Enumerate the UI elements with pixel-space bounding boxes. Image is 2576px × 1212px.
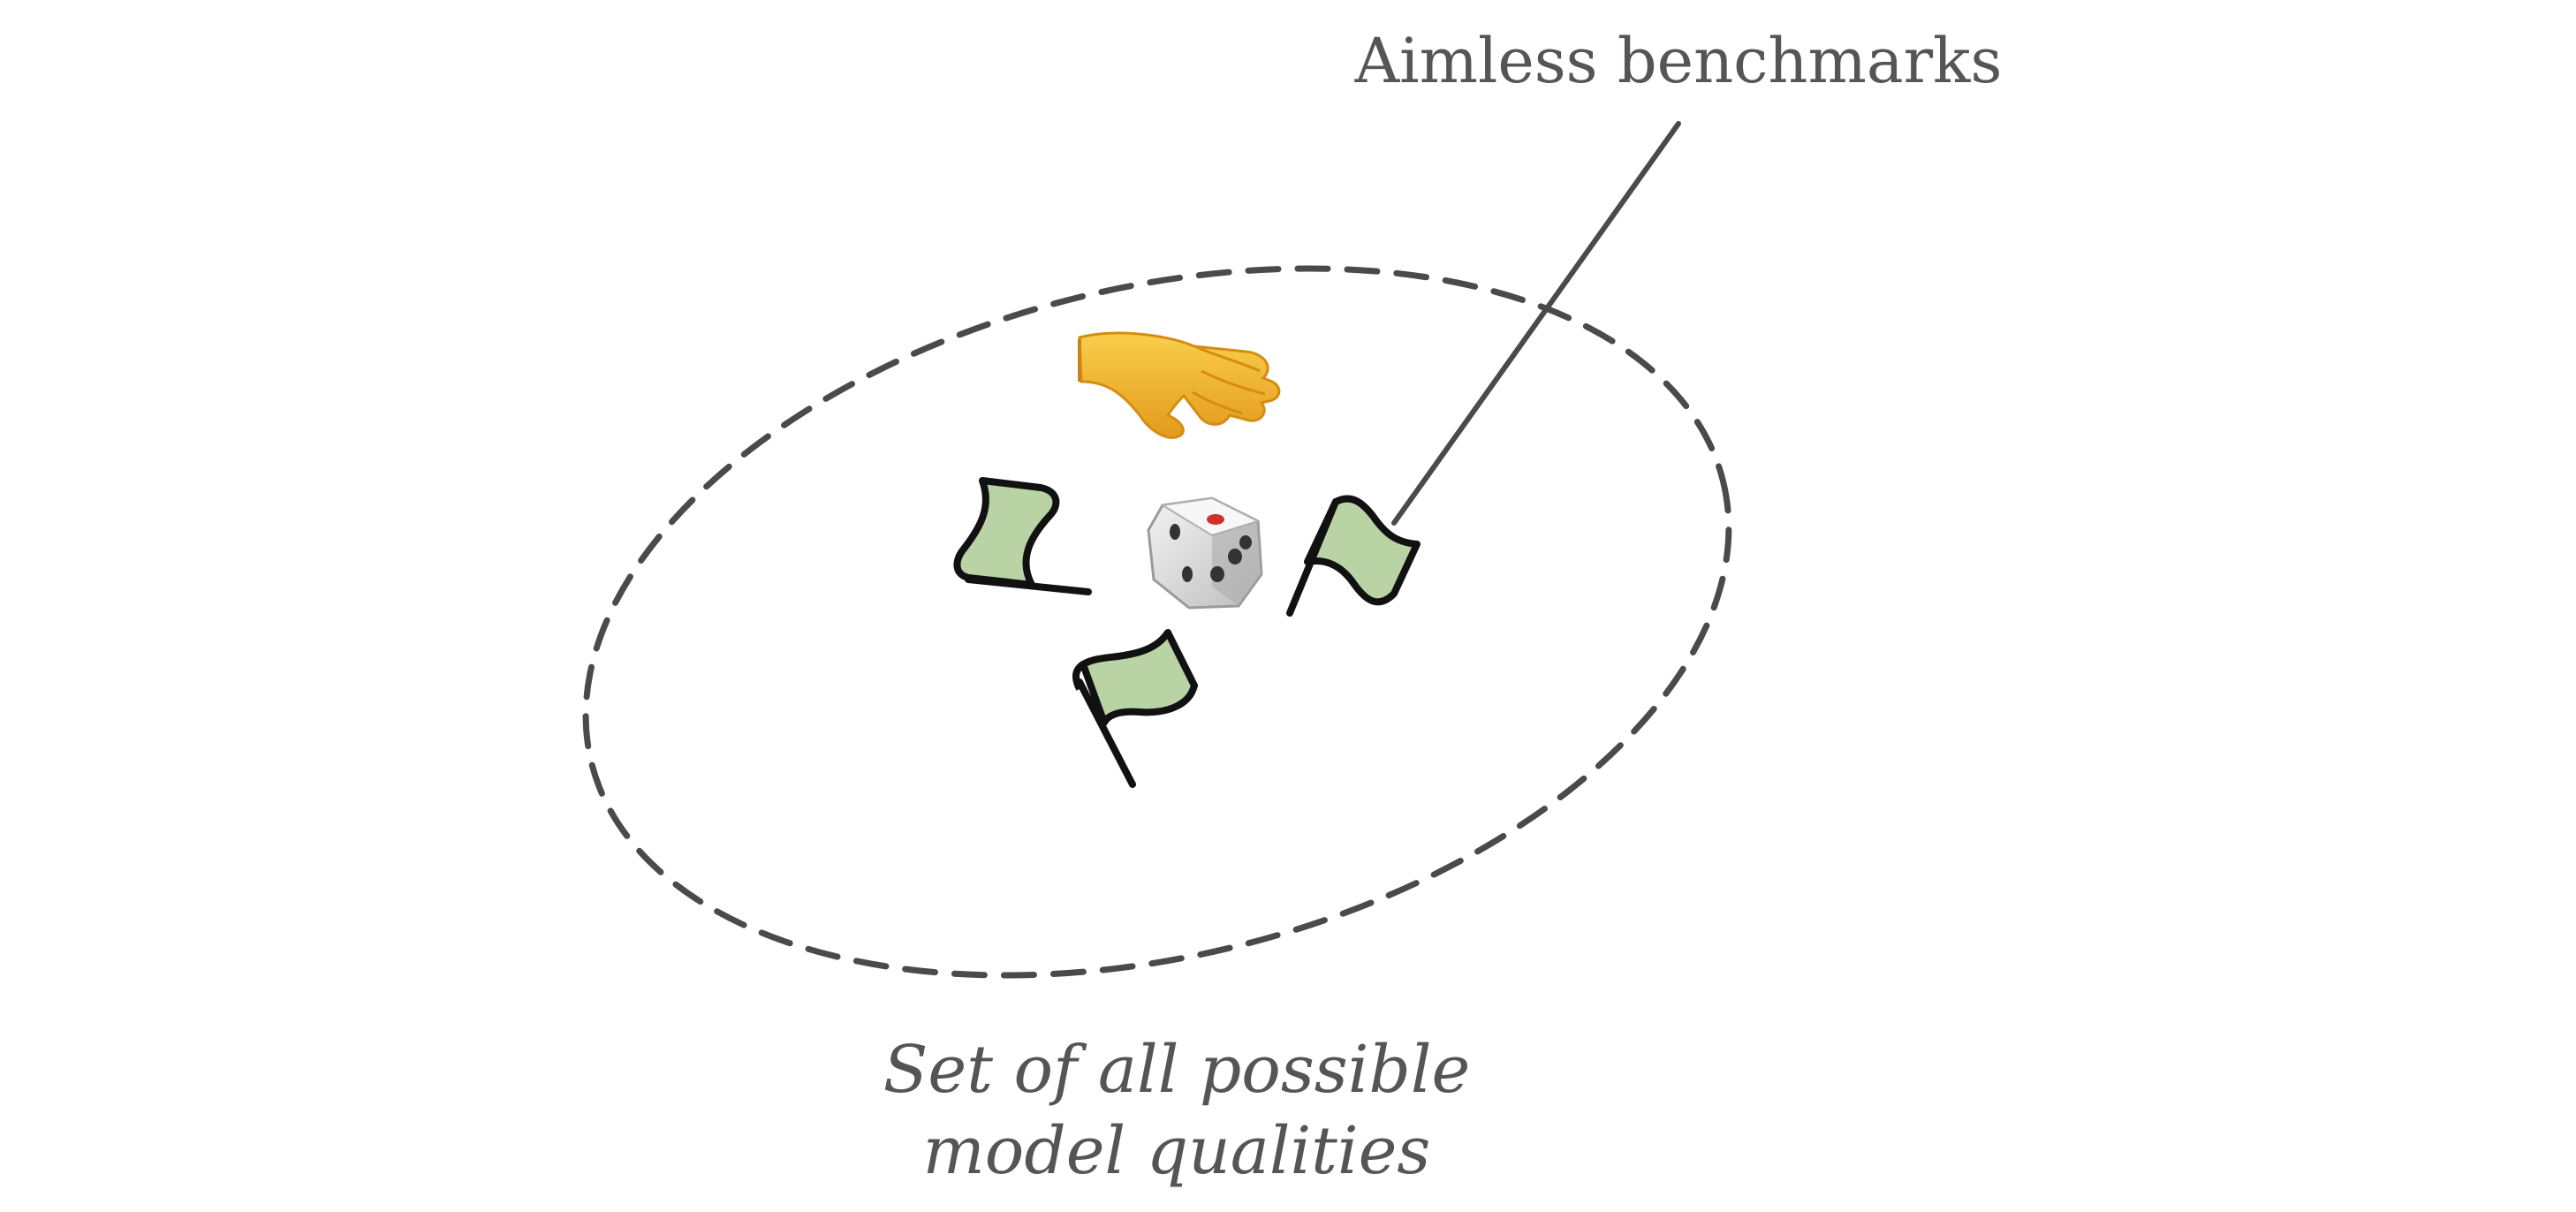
- pointer-label: Aimless benchmarks: [1354, 25, 2003, 97]
- set-label-line-2: model qualities: [923, 1113, 1431, 1189]
- hand-reaching-icon: [1080, 333, 1279, 437]
- die-icon: [1148, 498, 1261, 608]
- set-label-line-1: Set of all possible: [883, 1032, 1471, 1108]
- pointer-line: [1394, 124, 1678, 523]
- qualities-set-ellipse: [511, 157, 1804, 1087]
- flag-icon-left: [957, 481, 1088, 592]
- flag-icon-bottom: [1076, 633, 1194, 784]
